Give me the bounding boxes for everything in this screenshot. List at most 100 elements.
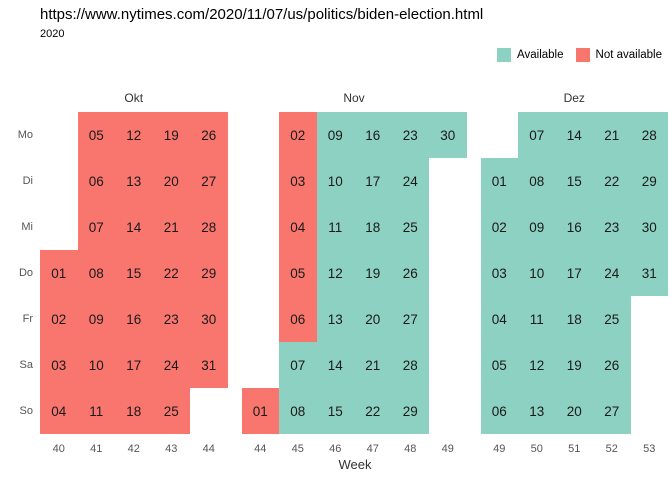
day-cell: 01: [40, 250, 78, 296]
empty-cell: [429, 388, 467, 434]
day-cell: 01: [480, 158, 518, 204]
empty-cell: [429, 204, 467, 250]
day-cell: 15: [316, 388, 354, 434]
day-cell: 05: [279, 250, 317, 296]
week-number: 47: [366, 443, 379, 455]
day-cell: 06: [77, 158, 115, 204]
day-cell: 12: [518, 342, 556, 388]
empty-cell: [40, 158, 78, 204]
day-cell: 29: [630, 158, 668, 204]
day-cell: 10: [518, 250, 556, 296]
day-cell: 08: [77, 250, 115, 296]
day-cell: 29: [190, 250, 228, 296]
day-cell: 15: [115, 250, 153, 296]
day-cell: 02: [279, 112, 317, 158]
day-cell: 24: [152, 342, 190, 388]
day-cell: 22: [152, 250, 190, 296]
empty-cell: [429, 296, 467, 342]
day-cell: 25: [593, 296, 631, 342]
day-cell: 26: [593, 342, 631, 388]
empty-cell: [190, 388, 228, 434]
legend: Available Not available: [497, 48, 662, 62]
week-number: 48: [404, 443, 417, 455]
day-cell: 17: [115, 342, 153, 388]
day-cell: 19: [555, 342, 593, 388]
empty-cell: [242, 250, 280, 296]
day-cell: 01: [241, 388, 279, 434]
day-cell: 20: [354, 296, 392, 342]
empty-cell: [40, 204, 78, 250]
day-cell: 16: [115, 296, 153, 342]
day-cell: 20: [555, 388, 593, 434]
week-number: 53: [643, 443, 656, 455]
empty-cell: [429, 342, 467, 388]
day-cell: 24: [593, 250, 631, 296]
legend-label: Not available: [595, 49, 662, 61]
weekday-axis: Mo Di Mi Do Fr Sa So: [0, 112, 33, 434]
day-cell: 02: [40, 296, 78, 342]
day-cell: 30: [190, 296, 228, 342]
day-cell: 20: [152, 158, 190, 204]
weekday-label: So: [19, 405, 33, 417]
empty-cell: [429, 158, 467, 204]
day-cell: 09: [316, 112, 354, 158]
day-cell: 23: [391, 112, 429, 158]
day-cell: 04: [40, 388, 78, 434]
day-cell: 16: [354, 112, 392, 158]
week-number: 42: [127, 443, 140, 455]
day-cell: 26: [391, 250, 429, 296]
day-cell: 12: [115, 112, 153, 158]
week-number: 44: [202, 443, 215, 455]
day-cell: 06: [480, 388, 518, 434]
week-number: 51: [568, 443, 581, 455]
day-cell: 10: [316, 158, 354, 204]
week-number-axis: 44 45 46 47 48 49: [242, 443, 467, 455]
month-label: Dez: [563, 91, 585, 105]
year-label: 2020: [40, 28, 65, 40]
day-cell: 08: [279, 388, 317, 434]
empty-cell: [242, 204, 280, 250]
empty-cell: [481, 112, 519, 158]
week-number: 49: [493, 443, 506, 455]
week-number: 45: [291, 443, 304, 455]
weekday-label: Di: [22, 175, 33, 187]
day-cell: 13: [518, 388, 556, 434]
day-cell: 31: [630, 250, 668, 296]
day-cell: 13: [115, 158, 153, 204]
day-cell: 11: [77, 388, 115, 434]
empty-cell: [242, 296, 280, 342]
day-cell: 02: [480, 204, 518, 250]
weekday-label: Fr: [22, 313, 33, 325]
empty-cell: [631, 342, 669, 388]
day-cell: 17: [354, 158, 392, 204]
day-cell: 06: [279, 296, 317, 342]
day-cell: 22: [593, 158, 631, 204]
day-cell: 21: [593, 112, 631, 158]
empty-cell: [429, 250, 467, 296]
day-cell: 03: [279, 158, 317, 204]
month-panel-dez: Dez 07 14 21 28 01 08 15 22 29 02 09 16 23 30 03 10 17 24 3…: [480, 90, 669, 455]
day-cell: 14: [115, 204, 153, 250]
week-number: 44: [254, 443, 267, 455]
week-number-axis: 40 41 42 43 44: [40, 443, 228, 455]
day-cell: 10: [77, 342, 115, 388]
day-cell: 30: [429, 112, 467, 158]
day-cell: 23: [593, 204, 631, 250]
legend-label: Available: [517, 49, 564, 61]
day-cell: 26: [190, 112, 228, 158]
day-cell: 09: [77, 296, 115, 342]
day-cell: 05: [77, 112, 115, 158]
day-cell: 27: [593, 388, 631, 434]
empty-cell: [631, 296, 669, 342]
day-cell: 24: [391, 158, 429, 204]
day-cell: 27: [190, 158, 228, 204]
day-cell: 08: [518, 158, 556, 204]
day-cell: 23: [152, 296, 190, 342]
day-cell: 09: [518, 204, 556, 250]
day-cell: 07: [279, 342, 317, 388]
day-cell: 07: [77, 204, 115, 250]
day-cell: 25: [391, 204, 429, 250]
week-number: 40: [52, 443, 65, 455]
day-cell: 14: [316, 342, 354, 388]
day-cell: 16: [555, 204, 593, 250]
